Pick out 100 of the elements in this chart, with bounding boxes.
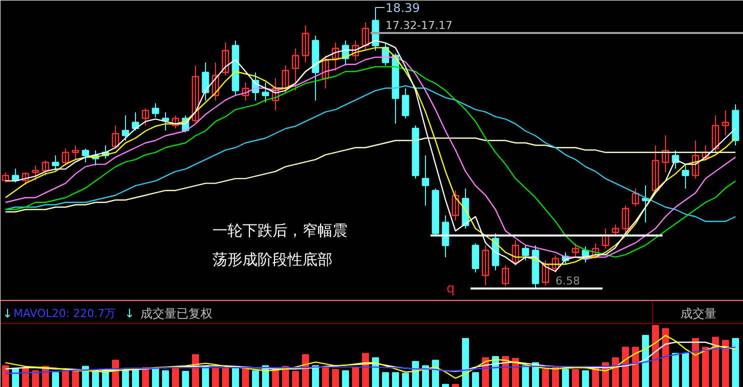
bar: [122, 370, 129, 387]
bar: [442, 384, 449, 387]
candlestick: [22, 172, 30, 186]
candlestick: [712, 115, 720, 153]
bar: [272, 369, 279, 387]
bar: [2, 365, 9, 387]
bar: [322, 367, 329, 387]
bar: [672, 352, 679, 387]
candlestick: [402, 88, 410, 119]
bar: [422, 365, 429, 387]
bar: [32, 370, 39, 387]
candlestick: [702, 145, 710, 161]
bar: [312, 365, 319, 387]
bar: [652, 325, 659, 387]
candlestick: [142, 108, 150, 126]
candlestick: [692, 140, 700, 180]
candlestick: [622, 204, 630, 233]
candlestick: [572, 243, 580, 257]
candlestick: [682, 164, 690, 190]
bar: [642, 334, 649, 387]
bar: [622, 346, 629, 387]
candlestick: [592, 243, 600, 260]
bar: [462, 338, 469, 387]
bar: [252, 370, 259, 387]
candlestick: [72, 145, 80, 161]
candlestick: [302, 25, 310, 63]
candlestick: [32, 164, 40, 181]
bar: [732, 338, 739, 387]
bar: [182, 370, 189, 387]
candlestick: [152, 102, 160, 118]
bar: [72, 370, 79, 387]
bar: [572, 369, 579, 387]
bar: [552, 367, 559, 387]
bar: [372, 357, 379, 387]
candlestick: [522, 244, 530, 261]
bar: [402, 372, 409, 387]
bar: [222, 367, 229, 387]
text: ↓: [2, 306, 13, 320]
bar: [152, 368, 159, 387]
candlestick: [722, 110, 730, 136]
candlestick: [292, 48, 300, 92]
bar: [632, 346, 639, 387]
bar: [562, 369, 569, 387]
text: 成交量已复权: [140, 306, 212, 320]
bar: [332, 369, 339, 387]
candlestick: [542, 260, 550, 286]
candlestick: [612, 224, 620, 235]
bar: [352, 367, 359, 387]
candlestick: [242, 82, 250, 102]
candlestick: [332, 42, 340, 72]
annotation: q: [446, 282, 455, 296]
candlestick: [52, 154, 60, 171]
bar: [202, 366, 209, 387]
candlestick: [652, 145, 660, 194]
bar: [682, 352, 689, 387]
candlestick: [172, 115, 180, 129]
bar: [522, 365, 529, 387]
candlestick: [192, 65, 200, 123]
candlestick: [482, 244, 490, 286]
bar: [542, 369, 549, 387]
bar: [382, 372, 389, 387]
candlestick: [322, 55, 330, 89]
bar: [242, 368, 249, 387]
candlestick: [62, 148, 70, 166]
bar: [452, 384, 459, 387]
bar: [712, 336, 719, 387]
bar: [12, 368, 19, 387]
bar: [62, 370, 69, 387]
bar: [472, 372, 479, 387]
candlestick: [602, 228, 610, 250]
candlestick: [662, 135, 670, 173]
bar: [722, 340, 729, 387]
bar: [612, 357, 619, 387]
candlestick: [502, 264, 510, 287]
text: 成交量: [680, 306, 716, 320]
text: ↓: [124, 306, 135, 320]
candlestick: [42, 160, 50, 176]
bar: [52, 372, 59, 387]
candlestick: [2, 172, 10, 183]
candlestick: [632, 188, 640, 207]
bar: [702, 346, 709, 387]
candlestick: [362, 22, 370, 52]
candlestick: [512, 240, 520, 266]
candlestick: [472, 243, 480, 273]
bar: [162, 370, 169, 387]
candlestick: [162, 112, 170, 132]
annotation: 18.39: [386, 1, 420, 15]
annotation: 一轮下跌后，窄幅震荡形成阶段性底部: [212, 222, 348, 268]
text: MAVOL20: 220.7万: [14, 307, 116, 320]
bar: [392, 372, 399, 387]
bar: [302, 354, 309, 387]
candlestick: [352, 40, 360, 62]
bar: [82, 366, 89, 387]
bar: [172, 367, 179, 387]
bar: [582, 370, 589, 387]
ref-line-label: 6.58: [556, 274, 580, 288]
candlestick: [222, 42, 230, 76]
bar: [92, 370, 99, 387]
candlestick: [422, 154, 430, 206]
ref-line-label: 17.32-17.17: [386, 18, 452, 32]
